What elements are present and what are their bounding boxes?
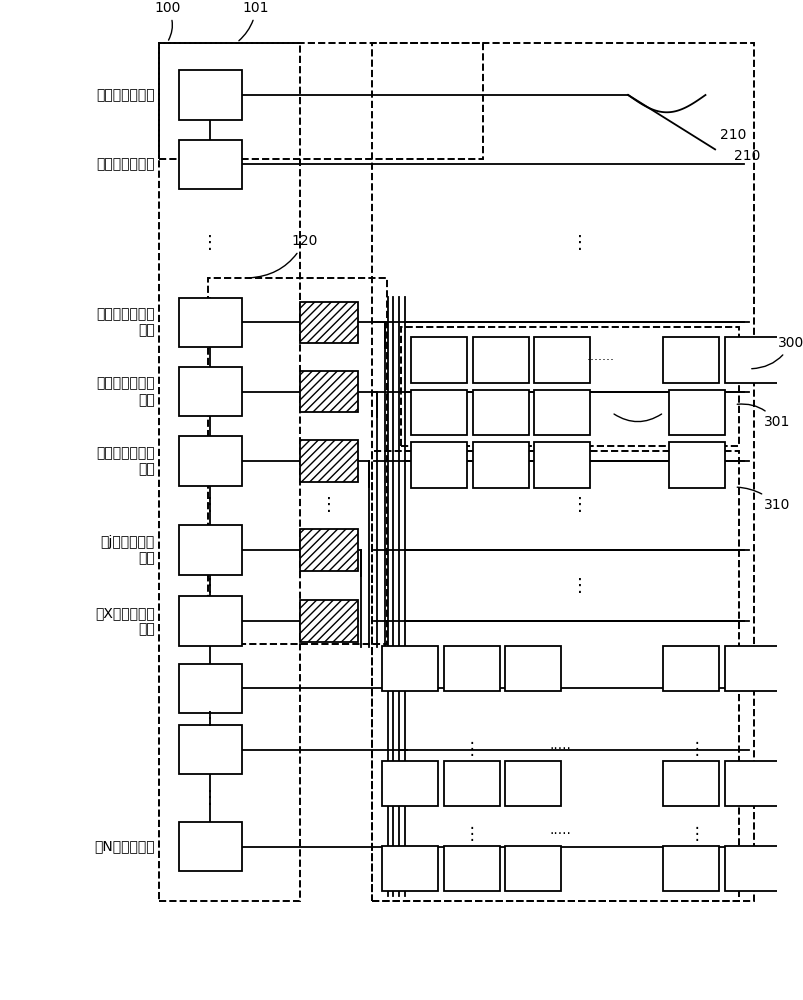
- Bar: [300, 529, 357, 571]
- Bar: [300, 302, 357, 343]
- Bar: [178, 725, 241, 774]
- Bar: [401, 327, 739, 446]
- Text: 第j级共用驱动
单元: 第j级共用驱动 单元: [100, 535, 154, 565]
- Bar: [178, 367, 241, 416]
- Bar: [178, 525, 241, 575]
- Bar: [724, 846, 780, 891]
- Text: 第二级共用驱动
单元: 第二级共用驱动 单元: [96, 377, 154, 407]
- Text: 第一级共用驱动
单元: 第一级共用驱动 单元: [96, 307, 154, 338]
- Bar: [662, 646, 718, 691]
- Bar: [372, 451, 739, 901]
- Bar: [443, 761, 499, 806]
- Text: ·····: ·····: [549, 742, 571, 756]
- Text: 第二级驱动单元: 第二级驱动单元: [96, 157, 154, 171]
- Bar: [472, 390, 528, 435]
- Bar: [300, 440, 357, 482]
- Bar: [662, 337, 718, 383]
- Text: ⋮: ⋮: [201, 789, 218, 807]
- Text: ⋮: ⋮: [463, 740, 479, 758]
- Text: 第N级驱动单元: 第N级驱动单元: [94, 840, 154, 854]
- Bar: [410, 442, 467, 488]
- Text: ⋮: ⋮: [570, 577, 588, 595]
- Bar: [178, 140, 241, 189]
- Text: 第三级共用驱动
单元: 第三级共用驱动 单元: [96, 446, 154, 476]
- Text: ⋮: ⋮: [687, 825, 704, 843]
- Text: ⋮: ⋮: [463, 825, 479, 843]
- Text: 301: 301: [736, 404, 789, 429]
- Bar: [372, 43, 753, 901]
- Bar: [178, 298, 241, 347]
- Text: ⋮: ⋮: [201, 577, 218, 595]
- Bar: [534, 337, 589, 383]
- Bar: [472, 337, 528, 383]
- Bar: [178, 596, 241, 646]
- Bar: [300, 600, 357, 642]
- Bar: [505, 761, 560, 806]
- Bar: [410, 390, 467, 435]
- Bar: [178, 664, 241, 713]
- Bar: [443, 846, 499, 891]
- Text: ⋮: ⋮: [687, 740, 704, 758]
- Bar: [668, 390, 724, 435]
- Bar: [505, 846, 560, 891]
- Bar: [178, 436, 241, 486]
- Text: 300: 300: [751, 336, 803, 369]
- Bar: [300, 371, 357, 412]
- Text: ⋮: ⋮: [570, 496, 588, 514]
- Bar: [178, 822, 241, 871]
- Bar: [662, 761, 718, 806]
- Bar: [381, 761, 437, 806]
- Bar: [668, 442, 724, 488]
- Text: ⋮: ⋮: [570, 234, 588, 252]
- Bar: [159, 43, 300, 901]
- Bar: [534, 390, 589, 435]
- Text: 101: 101: [238, 1, 269, 41]
- Text: 210: 210: [733, 149, 760, 163]
- Bar: [207, 278, 386, 644]
- Text: 210: 210: [719, 128, 745, 142]
- Text: ⋮: ⋮: [319, 496, 337, 514]
- Text: ⋮: ⋮: [201, 234, 218, 252]
- Text: ·····: ·····: [549, 827, 571, 841]
- Bar: [724, 761, 780, 806]
- Bar: [381, 646, 437, 691]
- Bar: [410, 337, 467, 383]
- Text: 第X级共用驱动
单元: 第X级共用驱动 单元: [95, 606, 154, 636]
- Text: ⋮: ⋮: [201, 496, 218, 514]
- Bar: [381, 846, 437, 891]
- Text: 310: 310: [736, 487, 789, 512]
- Bar: [472, 442, 528, 488]
- Bar: [534, 442, 589, 488]
- Text: ⋮: ⋮: [201, 710, 218, 728]
- Text: 100: 100: [154, 1, 180, 40]
- Bar: [443, 646, 499, 691]
- Text: ·······: ·······: [586, 354, 614, 367]
- Bar: [662, 846, 718, 891]
- Bar: [178, 70, 241, 120]
- Text: 120: 120: [249, 234, 317, 278]
- Bar: [724, 337, 780, 383]
- Bar: [159, 43, 483, 159]
- Bar: [505, 646, 560, 691]
- Text: 第一级驱动单元: 第一级驱动单元: [96, 88, 154, 102]
- Bar: [724, 646, 780, 691]
